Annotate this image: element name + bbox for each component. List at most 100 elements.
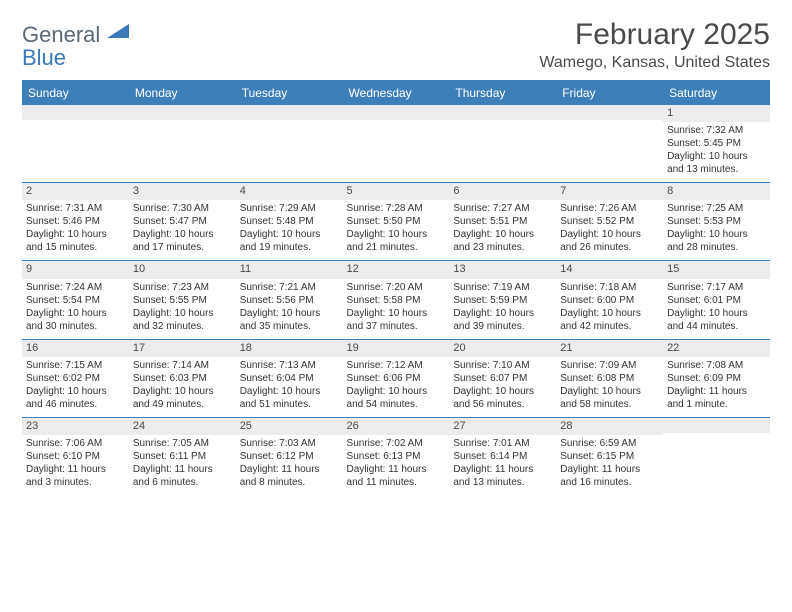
weekday-header: Tuesday <box>236 81 343 105</box>
sunrise-line: Sunrise: 7:21 AM <box>240 281 339 294</box>
daylight-line: Daylight: 11 hours and 13 minutes. <box>453 463 552 489</box>
day-number <box>663 418 770 433</box>
day-cell: 14Sunrise: 7:18 AMSunset: 6:00 PMDayligh… <box>556 261 663 339</box>
day-body: Sunrise: 7:09 AMSunset: 6:08 PMDaylight:… <box>556 357 663 417</box>
day-cell: 23Sunrise: 7:06 AMSunset: 6:10 PMDayligh… <box>22 417 129 495</box>
daylight-line: Daylight: 10 hours and 44 minutes. <box>667 307 766 333</box>
sunrise-line: Sunrise: 7:14 AM <box>133 359 232 372</box>
sunset-line: Sunset: 5:58 PM <box>347 294 446 307</box>
day-body: Sunrise: 7:12 AMSunset: 6:06 PMDaylight:… <box>343 357 450 417</box>
day-number: 21 <box>556 340 663 357</box>
day-body <box>343 120 450 178</box>
sunset-line: Sunset: 6:10 PM <box>26 450 125 463</box>
day-cell: 13Sunrise: 7:19 AMSunset: 5:59 PMDayligh… <box>449 261 556 339</box>
logo-triangle-icon <box>107 24 129 43</box>
sunset-line: Sunset: 6:01 PM <box>667 294 766 307</box>
day-body: Sunrise: 7:27 AMSunset: 5:51 PMDaylight:… <box>449 200 556 260</box>
sunset-line: Sunset: 5:52 PM <box>560 215 659 228</box>
day-number: 8 <box>663 183 770 200</box>
sunset-line: Sunset: 5:48 PM <box>240 215 339 228</box>
day-body: Sunrise: 7:15 AMSunset: 6:02 PMDaylight:… <box>22 357 129 417</box>
sunrise-line: Sunrise: 7:32 AM <box>667 124 766 137</box>
day-number <box>22 105 129 120</box>
day-number: 19 <box>343 340 450 357</box>
daylight-line: Daylight: 10 hours and 28 minutes. <box>667 228 766 254</box>
daylight-line: Daylight: 10 hours and 15 minutes. <box>26 228 125 254</box>
sunset-line: Sunset: 6:14 PM <box>453 450 552 463</box>
day-number: 4 <box>236 183 343 200</box>
weekday-header: Sunday <box>22 81 129 105</box>
sunrise-line: Sunrise: 7:26 AM <box>560 202 659 215</box>
sunset-line: Sunset: 5:47 PM <box>133 215 232 228</box>
day-number: 6 <box>449 183 556 200</box>
daylight-line: Daylight: 10 hours and 30 minutes. <box>26 307 125 333</box>
sunrise-line: Sunrise: 7:28 AM <box>347 202 446 215</box>
day-cell: 7Sunrise: 7:26 AMSunset: 5:52 PMDaylight… <box>556 183 663 261</box>
day-number: 14 <box>556 261 663 278</box>
day-body <box>556 120 663 178</box>
day-number: 3 <box>129 183 236 200</box>
daylight-line: Daylight: 11 hours and 6 minutes. <box>133 463 232 489</box>
sunrise-line: Sunrise: 7:13 AM <box>240 359 339 372</box>
day-body: Sunrise: 7:17 AMSunset: 6:01 PMDaylight:… <box>663 279 770 339</box>
sunset-line: Sunset: 6:03 PM <box>133 372 232 385</box>
sunrise-line: Sunrise: 7:10 AM <box>453 359 552 372</box>
day-number: 23 <box>22 418 129 435</box>
daylight-line: Daylight: 11 hours and 1 minute. <box>667 385 766 411</box>
day-cell: 17Sunrise: 7:14 AMSunset: 6:03 PMDayligh… <box>129 339 236 417</box>
day-number: 16 <box>22 340 129 357</box>
daylight-line: Daylight: 10 hours and 26 minutes. <box>560 228 659 254</box>
day-cell: 15Sunrise: 7:17 AMSunset: 6:01 PMDayligh… <box>663 261 770 339</box>
day-number <box>556 105 663 120</box>
day-body: Sunrise: 7:01 AMSunset: 6:14 PMDaylight:… <box>449 435 556 495</box>
sunrise-line: Sunrise: 7:17 AM <box>667 281 766 294</box>
day-cell: 25Sunrise: 7:03 AMSunset: 6:12 PMDayligh… <box>236 417 343 495</box>
day-cell: 20Sunrise: 7:10 AMSunset: 6:07 PMDayligh… <box>449 339 556 417</box>
sunrise-line: Sunrise: 7:20 AM <box>347 281 446 294</box>
daylight-line: Daylight: 11 hours and 3 minutes. <box>26 463 125 489</box>
day-number <box>449 105 556 120</box>
sunset-line: Sunset: 6:11 PM <box>133 450 232 463</box>
day-number: 26 <box>343 418 450 435</box>
day-number: 13 <box>449 261 556 278</box>
daylight-line: Daylight: 10 hours and 23 minutes. <box>453 228 552 254</box>
day-cell: 27Sunrise: 7:01 AMSunset: 6:14 PMDayligh… <box>449 417 556 495</box>
day-body: Sunrise: 7:10 AMSunset: 6:07 PMDaylight:… <box>449 357 556 417</box>
sunrise-line: Sunrise: 7:05 AM <box>133 437 232 450</box>
sunrise-line: Sunrise: 7:03 AM <box>240 437 339 450</box>
week-row: 9Sunrise: 7:24 AMSunset: 5:54 PMDaylight… <box>22 261 770 339</box>
sunset-line: Sunset: 5:59 PM <box>453 294 552 307</box>
day-body: Sunrise: 7:19 AMSunset: 5:59 PMDaylight:… <box>449 279 556 339</box>
sunset-line: Sunset: 5:45 PM <box>667 137 766 150</box>
daylight-line: Daylight: 10 hours and 13 minutes. <box>667 150 766 176</box>
weekday-header: Monday <box>129 81 236 105</box>
day-number <box>236 105 343 120</box>
day-body <box>663 433 770 491</box>
day-cell <box>449 105 556 183</box>
sunrise-line: Sunrise: 7:08 AM <box>667 359 766 372</box>
sunrise-line: Sunrise: 7:18 AM <box>560 281 659 294</box>
calendar-table: Sunday Monday Tuesday Wednesday Thursday… <box>22 80 770 495</box>
daylight-line: Daylight: 10 hours and 21 minutes. <box>347 228 446 254</box>
day-body: Sunrise: 7:29 AMSunset: 5:48 PMDaylight:… <box>236 200 343 260</box>
day-body: Sunrise: 7:21 AMSunset: 5:56 PMDaylight:… <box>236 279 343 339</box>
day-cell <box>22 105 129 183</box>
day-body: Sunrise: 6:59 AMSunset: 6:15 PMDaylight:… <box>556 435 663 495</box>
day-body <box>129 120 236 178</box>
day-cell: 5Sunrise: 7:28 AMSunset: 5:50 PMDaylight… <box>343 183 450 261</box>
day-number: 18 <box>236 340 343 357</box>
day-cell: 2Sunrise: 7:31 AMSunset: 5:46 PMDaylight… <box>22 183 129 261</box>
daylight-line: Daylight: 10 hours and 42 minutes. <box>560 307 659 333</box>
logo-word2: Blue <box>22 45 66 70</box>
sunrise-line: Sunrise: 7:30 AM <box>133 202 232 215</box>
sunrise-line: Sunrise: 7:02 AM <box>347 437 446 450</box>
day-cell <box>663 417 770 495</box>
week-row: 1Sunrise: 7:32 AMSunset: 5:45 PMDaylight… <box>22 105 770 183</box>
sunset-line: Sunset: 5:51 PM <box>453 215 552 228</box>
logo-word1: General <box>22 22 100 47</box>
day-number: 12 <box>343 261 450 278</box>
day-cell: 11Sunrise: 7:21 AMSunset: 5:56 PMDayligh… <box>236 261 343 339</box>
day-number: 11 <box>236 261 343 278</box>
day-cell: 22Sunrise: 7:08 AMSunset: 6:09 PMDayligh… <box>663 339 770 417</box>
day-number: 28 <box>556 418 663 435</box>
